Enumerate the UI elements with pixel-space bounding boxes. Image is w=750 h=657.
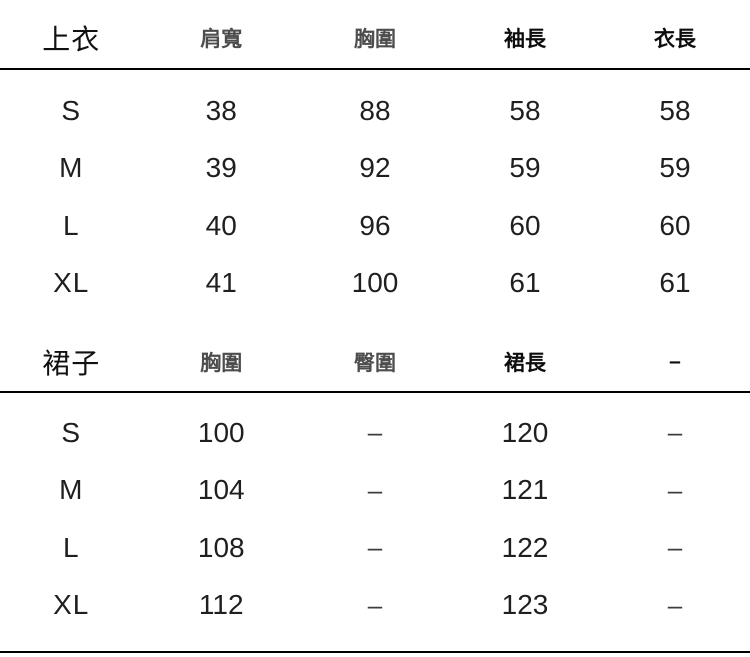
value-cell: 123 [501,589,549,621]
value-cell: – [367,532,383,563]
value-cell: – [667,474,683,505]
column-header: – [669,349,681,373]
value-cell: 59 [509,152,541,184]
column-header: 衣長 [654,28,696,51]
table-body: S 100 – 120 – M 104 – 121 – L 108 – 122 – XL 112 –… [0,393,750,649]
table-row: S 38 88 58 58 [0,82,750,140]
value-cell: 100 [351,267,399,299]
size-label-cell: M [59,152,84,184]
size-label-cell: XL [53,267,90,299]
bottom-divider [0,651,750,653]
value-cell: 39 [205,152,237,184]
value-cell: 96 [359,209,391,241]
column-header: 臀圍 [354,351,396,375]
value-cell: 38 [205,94,237,126]
value-cell: 40 [205,209,237,241]
value-cell: – [367,474,383,505]
value-cell: 121 [501,474,549,506]
size-label-cell: M [59,474,84,506]
value-cell: – [367,417,383,448]
table-title: 上衣 [42,24,101,55]
table-header-row: 上衣 肩寬 胸圍 袖長 衣長 [0,0,750,70]
size-label-cell: S [61,416,82,448]
value-cell: 58 [509,94,541,126]
column-header: 袖長 [504,28,546,51]
value-cell: 120 [501,416,549,448]
size-label-cell: XL [53,589,90,621]
column-header: 胸圍 [200,351,243,375]
value-cell: 104 [197,474,245,506]
table-row: S 100 – 120 – [0,404,750,462]
size-table-section: 裙子 胸圍 臀圍 裙長 – S 100 – 120 – M 104 – 121 – L 108 – 1… [0,328,750,649]
size-label-cell: L [62,209,80,241]
table-row: L 40 96 60 60 [0,197,750,255]
value-cell: 61 [509,267,541,299]
value-cell: 60 [659,209,691,241]
value-cell: – [667,417,683,448]
column-header: 肩寬 [200,28,243,51]
table-row: M 104 – 121 – [0,462,750,520]
value-cell: 108 [197,531,245,563]
table-row: M 39 92 59 59 [0,140,750,198]
value-cell: 100 [197,416,245,448]
value-cell: 122 [501,531,549,563]
size-label-cell: S [61,94,82,126]
value-cell: – [367,589,383,620]
table-header-row: 裙子 胸圍 臀圍 裙長 – [0,328,750,393]
value-cell: 61 [659,267,691,299]
table-row: XL 41 100 61 61 [0,255,750,313]
size-table-section: 上衣 肩寬 胸圍 袖長 衣長 S 38 88 58 58 M 39 92 59 59 L 40 96… [0,0,750,328]
table-body: S 38 88 58 58 M 39 92 59 59 L 40 96 60 60 XL 41 10… [0,70,750,328]
table-row: XL 112 – 123 – [0,577,750,635]
column-header: 胸圍 [354,28,396,51]
size-label-cell: L [62,531,80,563]
value-cell: – [667,589,683,620]
value-cell: – [667,532,683,563]
value-cell: 92 [359,152,391,184]
value-cell: 112 [198,589,244,621]
table-title: 裙子 [42,347,101,379]
value-cell: 60 [509,209,541,241]
value-cell: 59 [659,152,691,184]
value-cell: 58 [659,94,691,126]
table-row: L 108 – 122 – [0,519,750,577]
column-header: 裙長 [504,351,546,375]
value-cell: 88 [359,94,391,126]
value-cell: 41 [205,267,237,299]
